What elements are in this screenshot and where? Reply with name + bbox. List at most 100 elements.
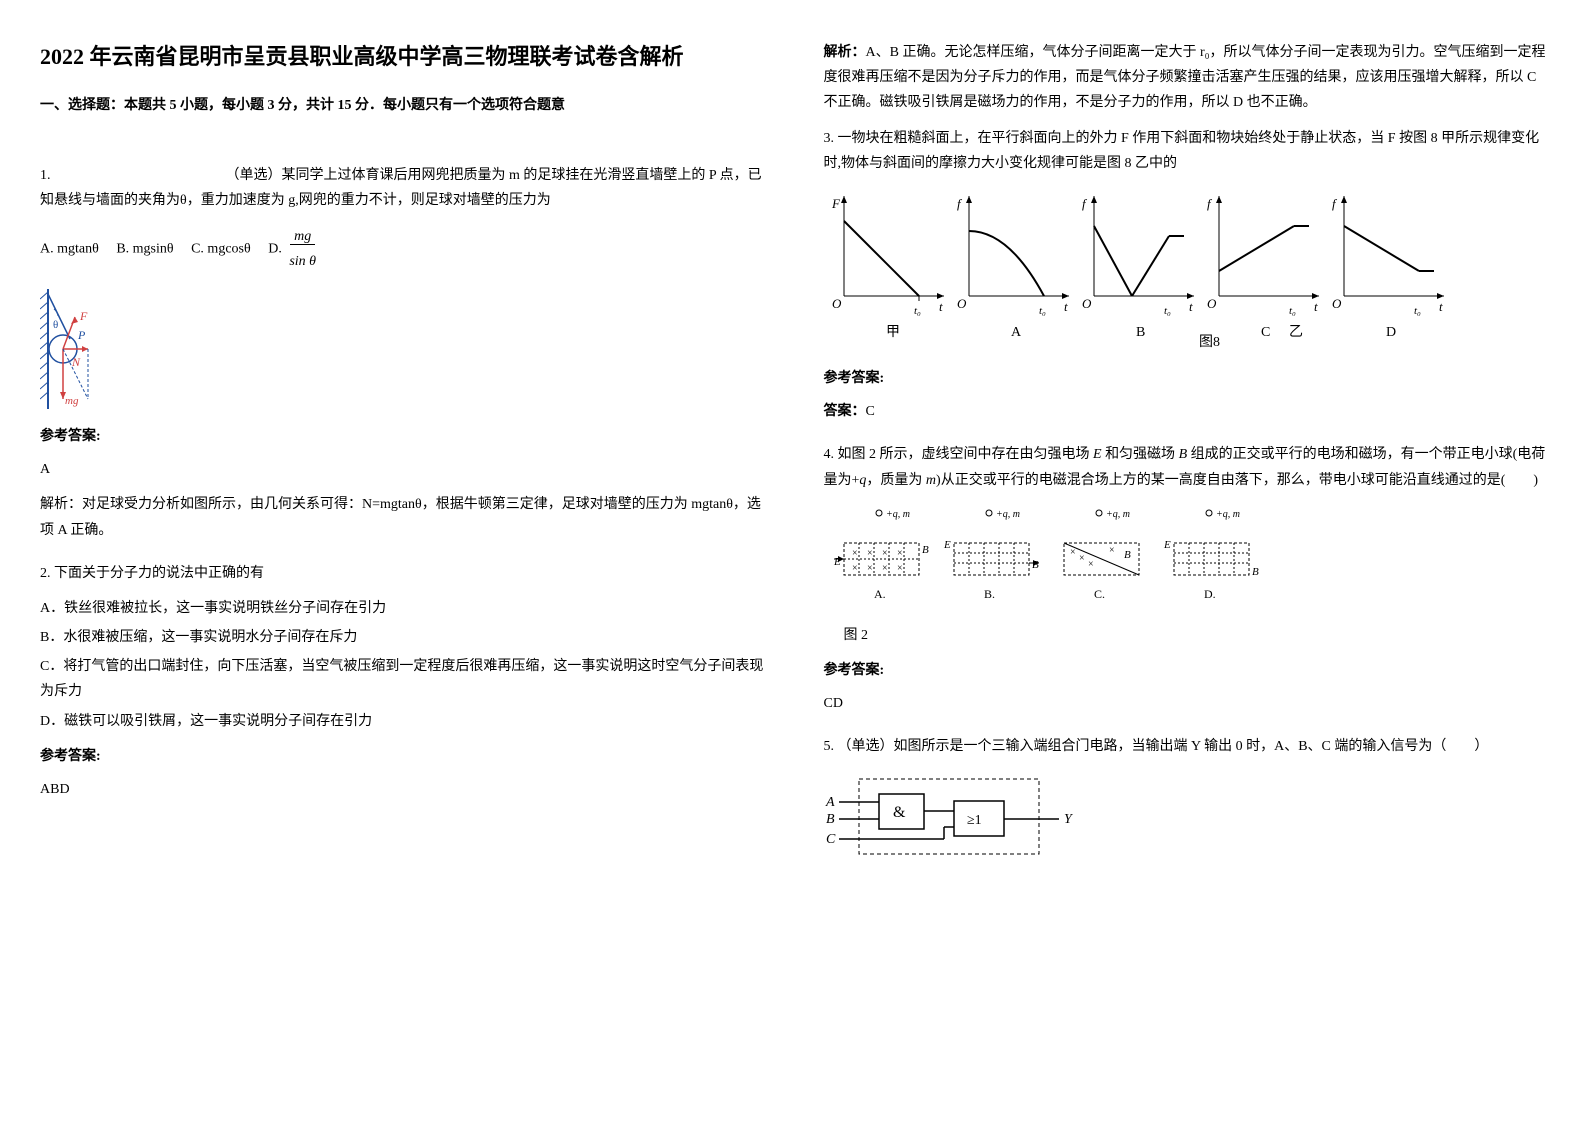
svg-text:C: C (826, 832, 836, 847)
q1-explanation: 解析：对足球受力分析如图所示，由几何关系可得：N=mgtanθ，根据牛顿第三定律… (40, 492, 764, 542)
q1-optC: C. mgcosθ (191, 241, 251, 256)
section-1-header: 一、选择题：本题共 5 小题，每小题 3 分，共计 15 分．每小题只有一个选项… (40, 93, 764, 118)
q5-text: 5. （单选）如图所示是一个三输入端组合门电路，当输出端 Y 输出 0 时，A、… (824, 734, 1548, 759)
svg-text:×: × (882, 548, 888, 559)
q1-optA: A. mgtanθ (40, 241, 99, 256)
svg-text:t₀: t₀ (1039, 305, 1046, 317)
svg-text:+q, m: +q, m (1106, 509, 1130, 520)
q4-answer-label: 参考答案: (824, 658, 1548, 683)
svg-text:O: O (1082, 296, 1092, 311)
q3-fig-label: 图8 (1199, 335, 1220, 350)
svg-text:Y: Y (1064, 812, 1074, 827)
svg-text:t: t (939, 299, 943, 314)
svg-text:t₀: t₀ (914, 305, 921, 317)
svg-text:t₀: t₀ (1289, 305, 1296, 317)
svg-text:乙: 乙 (1289, 324, 1303, 340)
q1-optD-fraction: mg sin θ (285, 224, 320, 274)
svg-text:t: t (1439, 299, 1443, 314)
q1-optD-den: sin θ (285, 254, 320, 269)
svg-text:C: C (1261, 325, 1270, 340)
svg-text:×: × (1070, 547, 1076, 558)
exam-title: 2022 年云南省昆明市呈贡县职业高级中学高三物理联考试卷含解析 (40, 40, 764, 73)
svg-text:O: O (1207, 296, 1217, 311)
question-2: 2. 下面关于分子力的说法中正确的有 A．铁丝很难被拉长，这一事实说明铁丝分子间… (40, 561, 764, 803)
svg-text:F: F (79, 309, 88, 323)
q3-answer-prefix: 答案： (824, 404, 866, 419)
q3-answer-label: 参考答案: (824, 366, 1548, 391)
q2-answer-label: 参考答案: (40, 744, 764, 769)
svg-text:C.: C. (1094, 587, 1105, 601)
q1-answer: A (40, 457, 764, 482)
svg-text:×: × (867, 548, 873, 559)
q1-diagram: F P N mg θ (40, 284, 764, 414)
q3-diagram: F t O t₀ 甲 f t (824, 186, 1548, 356)
svg-text:+q, m: +q, m (886, 509, 910, 520)
q1-options: A. mgtanθ B. mgsinθ C. mgcosθ D. mg sin … (40, 224, 764, 274)
svg-text:O: O (832, 296, 842, 311)
svg-text:B: B (1124, 549, 1131, 561)
q3-answer: C (866, 404, 875, 419)
svg-text:A.: A. (874, 587, 886, 601)
q1-optB: B. mgsinθ (116, 241, 173, 256)
q3-text: 3. 一物块在粗糙斜面上，在平行斜面向上的外力 F 作用下斜面和物块始终处于静止… (824, 126, 1548, 176)
q4-diagram: +q, m E ×××× ×××× B A. (824, 503, 1548, 613)
svg-text:f: f (957, 196, 963, 211)
svg-text:f: f (1332, 196, 1338, 211)
svg-text:×: × (897, 563, 903, 574)
svg-text:P: P (77, 328, 86, 342)
svg-text:B.: B. (984, 587, 995, 601)
svg-text:×: × (897, 548, 903, 559)
q2-answer: ABD (40, 777, 764, 802)
q4-figure-label: 图 2 (844, 623, 1548, 648)
q1-answer-label: 参考答案: (40, 424, 764, 449)
svg-text:E: E (1163, 539, 1171, 551)
svg-text:f: f (1082, 196, 1088, 211)
q5-gate1: & (893, 804, 906, 821)
svg-text:×: × (1088, 559, 1094, 570)
svg-text:O: O (1332, 296, 1342, 311)
svg-text:×: × (882, 563, 888, 574)
svg-text:B: B (1252, 566, 1259, 578)
svg-text:t₀: t₀ (1414, 305, 1421, 317)
svg-text:mg: mg (65, 395, 79, 407)
q1-optD-num: mg (290, 229, 315, 245)
q2-exp-label: 解析： (824, 45, 866, 60)
svg-text:θ: θ (53, 319, 58, 331)
q5-gate2: ≥1 (967, 813, 982, 828)
svg-text:B: B (826, 812, 835, 827)
svg-text:O: O (957, 296, 967, 311)
svg-text:B: B (922, 544, 929, 556)
question-5: 5. （单选）如图所示是一个三输入端组合门电路，当输出端 Y 输出 0 时，A、… (824, 734, 1548, 869)
q4-text: 4. 如图 2 所示，虚线空间中存在由匀强电场 E 和匀强磁场 B 组成的正交或… (824, 442, 1548, 492)
svg-text:t₀: t₀ (1164, 305, 1171, 317)
svg-text:×: × (852, 563, 858, 574)
q1-optD-prefix: D. (268, 241, 282, 256)
q3-answer-line: 答案：C (824, 399, 1548, 424)
svg-text:f: f (1207, 196, 1213, 211)
svg-text:B: B (1136, 325, 1145, 340)
question-4: 4. 如图 2 所示，虚线空间中存在由匀强电场 E 和匀强磁场 B 组成的正交或… (824, 442, 1548, 716)
q2-explanation: 解析：A、B 正确。无论怎样压缩，气体分子间距离一定大于 r₀，所以气体分子间一… (824, 40, 1548, 116)
svg-text:t: t (1314, 299, 1318, 314)
svg-text:t: t (1189, 299, 1193, 314)
q4-answer: CD (824, 691, 1548, 716)
question-1: 1. （单选）某同学上过体育课后用网兜把质量为 m 的足球挂在光滑竖直墙壁上的 … (40, 163, 764, 543)
question-3: 3. 一物块在粗糙斜面上，在平行斜面向上的外力 F 作用下斜面和物块始终处于静止… (824, 126, 1548, 425)
q5-diagram: & ≥1 A B C (824, 769, 1548, 869)
svg-text:F: F (831, 196, 841, 211)
svg-text:甲: 甲 (886, 325, 900, 340)
svg-text:A: A (825, 795, 835, 810)
svg-text:+q, m: +q, m (996, 509, 1020, 520)
svg-text:+q, m: +q, m (1216, 509, 1240, 520)
q2-optA: A．铁丝很难被拉长，这一事实说明铁丝分子间存在引力 (40, 596, 764, 621)
svg-text:×: × (852, 548, 858, 559)
q2-text: 2. 下面关于分子力的说法中正确的有 (40, 561, 764, 586)
q2-optD: D．磁铁可以吸引铁屑，这一事实说明分子间存在引力 (40, 709, 764, 734)
svg-text:A: A (1011, 325, 1022, 340)
svg-text:×: × (1079, 553, 1085, 564)
svg-text:D.: D. (1204, 587, 1216, 601)
q2-optB: B．水很难被压缩，这一事实说明水分子间存在斥力 (40, 625, 764, 650)
svg-text:×: × (1109, 545, 1115, 556)
q1-text: 1. （单选）某同学上过体育课后用网兜把质量为 m 的足球挂在光滑竖直墙壁上的 … (40, 163, 764, 213)
svg-text:t: t (1064, 299, 1068, 314)
